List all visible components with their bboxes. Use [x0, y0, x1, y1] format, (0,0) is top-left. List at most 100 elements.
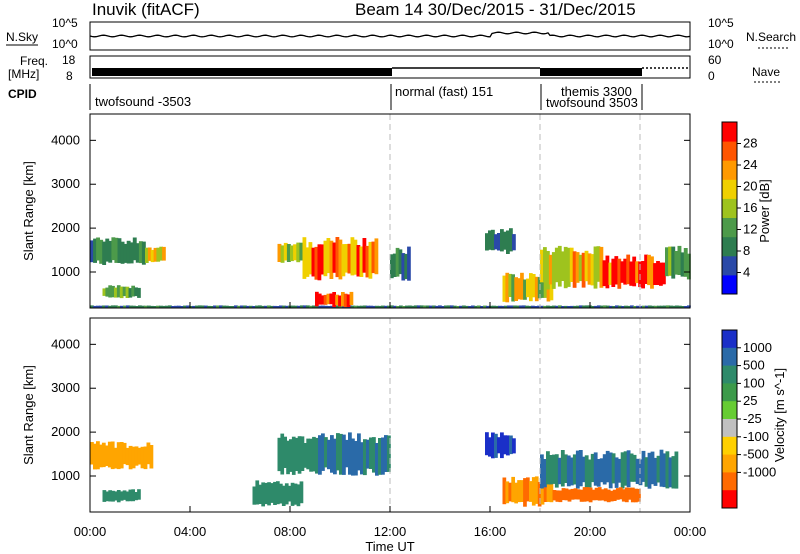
heatmap-cell	[579, 489, 584, 502]
heatmap-cell	[594, 487, 599, 501]
heatmap-cell	[183, 305, 187, 308]
heatmap-cell	[546, 251, 550, 290]
heatmap-cell	[264, 482, 268, 505]
heatmap-cell	[508, 273, 513, 297]
heatmap-cell	[600, 305, 604, 308]
heatmap-cell	[603, 305, 607, 308]
heatmap-cell	[523, 279, 527, 300]
heatmap-cell	[494, 234, 498, 250]
cpid-mode-1: twofsound -3503	[95, 94, 191, 109]
cpid-mode-2: normal (fast) 151	[395, 84, 493, 99]
heatmap-cell	[668, 457, 673, 488]
heatmap-cell	[650, 451, 655, 485]
heatmap-cell	[105, 305, 109, 308]
heatmap-cell	[477, 305, 481, 308]
heatmap-cell	[114, 237, 119, 263]
heatmap-cell	[534, 476, 539, 504]
colorbar-tick-label: 24	[743, 157, 757, 172]
heatmap-cell	[93, 305, 97, 308]
heatmap-cell	[90, 240, 94, 263]
heatmap-cell	[353, 239, 358, 275]
heatmap-cell	[517, 480, 521, 503]
heatmap-cell	[566, 455, 571, 487]
heatmap-cell	[134, 446, 139, 466]
colorbar-swatch	[722, 217, 737, 238]
heatmap-cell	[222, 305, 226, 308]
heatmap-cell	[540, 249, 544, 283]
heatmap-cell	[507, 305, 511, 308]
heatmap-cell	[408, 305, 412, 308]
heatmap-cell	[279, 305, 283, 308]
heatmap-cell	[555, 490, 560, 502]
heatmap-cell	[286, 440, 290, 475]
heatmap-cell	[621, 306, 625, 308]
heatmap-cell	[252, 486, 257, 505]
heatmap-cell	[497, 437, 501, 454]
nave-label: Nave	[752, 65, 780, 79]
heatmap-cell	[125, 447, 130, 466]
heatmap-cell	[426, 305, 430, 308]
heatmap-cell	[387, 435, 391, 472]
heatmap-cell	[575, 252, 580, 283]
freq-block-1	[92, 68, 392, 76]
heatmap-cell	[384, 435, 388, 472]
heatmap-cell	[261, 305, 265, 308]
colorbar-swatch	[722, 122, 737, 142]
heatmap-cell	[122, 490, 127, 500]
heatmap-cell	[128, 445, 133, 470]
heatmap-cell	[608, 262, 613, 285]
heatmap-cell	[564, 488, 569, 501]
heatmap-cell	[514, 277, 518, 301]
heatmap-cell	[429, 305, 433, 308]
heatmap-cell	[620, 261, 625, 283]
heatmap-cell	[588, 487, 593, 503]
heatmap-cell	[662, 262, 666, 285]
colorbar-tick-label: 25	[743, 393, 757, 408]
heatmap-cell	[153, 247, 158, 262]
heatmap-cell	[137, 489, 141, 500]
heatmap-cell	[514, 482, 518, 504]
heatmap-cell	[569, 457, 574, 486]
heatmap-cell	[617, 458, 622, 483]
colorbar-swatch	[722, 436, 737, 456]
heatmap-cell	[390, 305, 394, 308]
heatmap-cell	[468, 306, 472, 308]
heatmap-cell	[113, 447, 118, 469]
heatmap-cell	[615, 488, 620, 500]
heatmap-cell	[674, 251, 679, 275]
heatmap-cell	[554, 247, 559, 283]
heatmap-cell	[123, 243, 128, 263]
heatmap-cell	[561, 488, 566, 501]
colorbar-swatch	[722, 330, 737, 349]
heatmap-cell	[122, 442, 127, 465]
heatmap-cell	[300, 305, 304, 308]
heatmap-cell	[381, 305, 385, 308]
heatmap-cell	[327, 439, 331, 470]
heatmap-cell	[267, 305, 271, 308]
heatmap-cell	[549, 277, 554, 301]
heatmap-cell	[402, 306, 406, 308]
heatmap-cell	[546, 476, 551, 502]
heatmap-cell	[273, 481, 277, 505]
heatmap-cell	[659, 449, 664, 487]
heatmap-cell	[605, 255, 610, 289]
heatmap-cell	[137, 447, 142, 465]
heatmap-cell	[651, 305, 655, 308]
heatmap-cell	[501, 305, 505, 308]
heatmap-cell	[104, 445, 109, 466]
heatmap-cell	[111, 285, 115, 298]
heatmap-cell	[534, 276, 539, 302]
colorbar-swatch	[722, 454, 737, 473]
x-tick-label: 20:00	[574, 524, 607, 539]
heatmap-cell	[336, 305, 340, 308]
heatmap-cell	[666, 305, 670, 308]
heatmap-cell	[198, 305, 202, 308]
heatmap-cell	[438, 305, 442, 308]
heatmap-cell	[93, 443, 97, 470]
heatmap-cell	[291, 305, 295, 308]
colorbar-swatch	[722, 401, 737, 420]
heatmap-cell	[683, 248, 688, 277]
heatmap-cell	[344, 244, 349, 273]
station-title: Inuvik (fitACF)	[92, 0, 200, 19]
